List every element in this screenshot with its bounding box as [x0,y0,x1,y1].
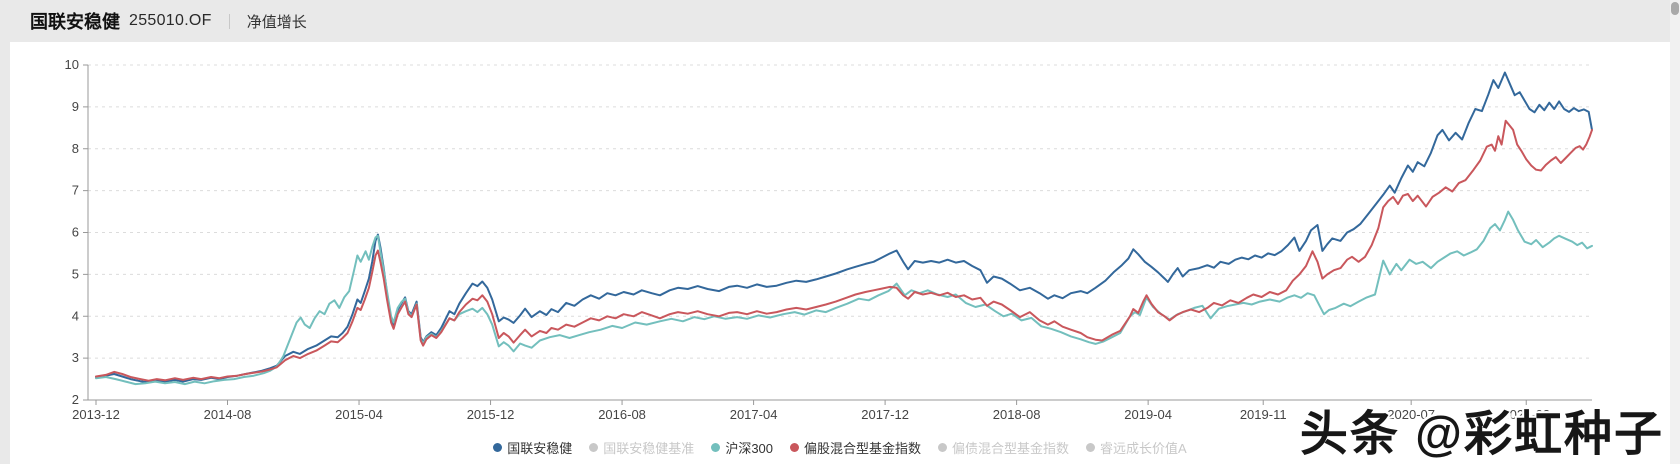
y-tick-label-7: 7 [72,183,79,198]
legend-item-3[interactable]: 偏股混合型基金指数 [790,438,921,457]
x-tick-label-2013-12: 2013-12 [72,407,120,422]
legend-dot-icon [711,443,721,452]
legend-item-1[interactable]: 国联安稳健基准 [589,438,694,457]
x-tick-label-2016-08: 2016-08 [598,407,646,422]
y-tick-label-8: 8 [72,141,79,156]
legend-dot-icon [493,443,503,452]
fund-code: 255010.OF [129,12,212,29]
watermark: 头条 @彩虹种子 [1299,408,1664,461]
x-tick-label-2017-12: 2017-12 [861,407,909,422]
x-tick-label-2019-11: 2019-11 [1240,407,1287,422]
y-tick-label-9: 9 [72,99,79,114]
legend: 国联安稳健 国联安稳健基准 沪深300 偏股混合型基金指数 偏债混合型基金指数 睿远成长价… [10,438,1670,457]
fund-name: 国联安稳健 [30,12,120,32]
y-tick-label-2: 2 [72,392,79,407]
series-line-3 [95,119,1593,382]
view-label-nav-growth: 净值增长 [246,13,307,31]
legend-item-label: 偏债混合型基金指数 [952,441,1070,456]
x-tick-label-2015-12: 2015-12 [467,407,515,422]
page-header: 国联安稳健 255010.OF 净值增长 [0,0,1680,42]
y-tick-label-6: 6 [72,225,79,240]
chart-card: 2 3 4 5 6 7 8 9 10 2013-12 2014-08 2015-04 2015-12 20… [10,42,1670,464]
header-divider [228,13,230,29]
legend-item-0[interactable]: 国联安稳健 [493,438,572,457]
legend-item-label: 国联安稳健基准 [603,441,695,456]
series-line-0 [95,71,1593,384]
legend-dot-icon [790,443,800,452]
legend-dot-icon [938,443,948,452]
legend-item-label: 偏股混合型基金指数 [804,441,922,456]
scrollbar-thumb[interactable] [1671,2,1679,15]
x-tick-label-2018-08: 2018-08 [993,407,1041,422]
x-tick-label-2021-03: 2021-03 [1502,407,1550,422]
legend-item-4[interactable]: 偏债混合型基金指数 [938,438,1069,457]
y-tick-label-5: 5 [72,266,79,281]
y-tick-label-4: 4 [72,308,79,323]
x-tick-label-2014-08: 2014-08 [204,407,252,422]
legend-item-2[interactable]: 沪深300 [711,438,773,457]
legend-dot-icon [1086,443,1096,452]
legend-dot-icon [589,443,599,452]
x-tick-label-2020-07: 2020-07 [1387,407,1435,422]
y-tick-label-10: 10 [65,57,79,72]
scrollbar-track[interactable] [1670,0,1680,464]
x-tick-label-2019-04: 2019-04 [1124,407,1172,422]
legend-item-label: 睿远成长价值A [1100,441,1187,456]
x-tick-label-2015-04: 2015-04 [335,407,383,422]
legend-item-label: 国联安稳健 [507,441,573,456]
y-tick-label-3: 3 [72,350,79,365]
legend-item-5[interactable]: 睿远成长价值A [1086,438,1187,457]
chart-canvas[interactable]: 2 3 4 5 6 7 8 9 10 2013-12 2014-08 2015-04 2015-12 20… [10,42,1670,464]
series-line-2 [95,210,1593,386]
legend-item-label: 沪深300 [725,441,774,456]
x-tick-label-2017-04: 2017-04 [730,407,778,422]
